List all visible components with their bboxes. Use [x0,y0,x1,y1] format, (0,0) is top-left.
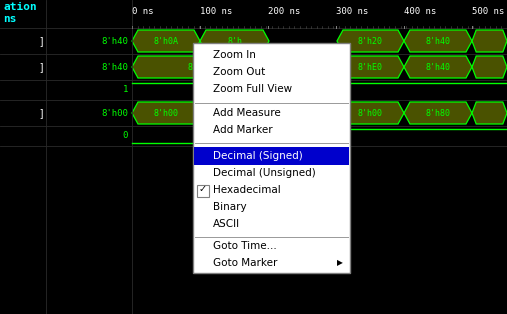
Text: 500 ns: 500 ns [472,7,504,15]
Text: 8'h: 8'h [227,109,242,117]
Text: 8'h40: 8'h40 [425,62,451,72]
Polygon shape [472,102,507,124]
Polygon shape [132,102,200,124]
Text: 0 ns: 0 ns [132,7,154,15]
Polygon shape [472,30,507,52]
Polygon shape [200,30,269,52]
Text: 0: 0 [123,132,128,140]
Text: ✓: ✓ [199,184,207,194]
Polygon shape [404,102,472,124]
Text: Goto Time...: Goto Time... [213,241,277,251]
Bar [194,147,349,165]
Text: 8'h40: 8'h40 [101,36,128,46]
Text: Zoom Full View: Zoom Full View [213,84,292,94]
Polygon shape [472,56,507,78]
Polygon shape [404,30,472,52]
Polygon shape [337,102,404,124]
Text: Decimal (Unsigned): Decimal (Unsigned) [213,168,316,178]
Text: 8'h40: 8'h40 [425,36,451,46]
Text: 8'h: 8'h [227,36,242,46]
Text: 8'hF6: 8'hF6 [188,62,213,72]
Bar [193,43,350,273]
Text: Add Marker: Add Marker [213,125,273,135]
Text: 8'h0A: 8'h0A [154,36,178,46]
Text: Hexadecimal: Hexadecimal [213,185,281,195]
Polygon shape [200,102,269,124]
Text: ns: ns [3,14,17,24]
Text: 300 ns: 300 ns [336,7,368,15]
Text: ]: ] [38,62,44,72]
Polygon shape [337,30,404,52]
Text: 8'h40: 8'h40 [101,62,128,72]
Text: 400 ns: 400 ns [404,7,436,15]
Text: 1: 1 [123,85,128,95]
Text: 8'h20: 8'h20 [358,36,383,46]
Text: ▶: ▶ [337,258,343,268]
Text: ASCII: ASCII [213,219,240,229]
Text: Goto Marker: Goto Marker [213,258,277,268]
Text: 8'h00: 8'h00 [101,109,128,117]
Text: 8'h00: 8'h00 [358,109,383,117]
Polygon shape [132,30,200,52]
Text: 100 ns: 100 ns [200,7,232,15]
Text: ]: ] [38,108,44,118]
Text: 8'hE0: 8'hE0 [358,62,383,72]
Polygon shape [404,56,472,78]
Polygon shape [132,56,269,78]
Text: Add Measure: Add Measure [213,108,281,118]
Text: 200 ns: 200 ns [268,7,300,15]
Text: 8'h80: 8'h80 [425,109,451,117]
Text: ]: ] [38,36,44,46]
Polygon shape [337,56,404,78]
Text: Decimal (Signed): Decimal (Signed) [213,151,303,161]
Text: Zoom In: Zoom In [213,50,256,60]
Text: ation: ation [3,2,37,12]
Text: Binary: Binary [213,202,246,212]
Text: 8'h00: 8'h00 [154,109,178,117]
Text: Zoom Out: Zoom Out [213,67,265,77]
Bar [197,185,209,197]
